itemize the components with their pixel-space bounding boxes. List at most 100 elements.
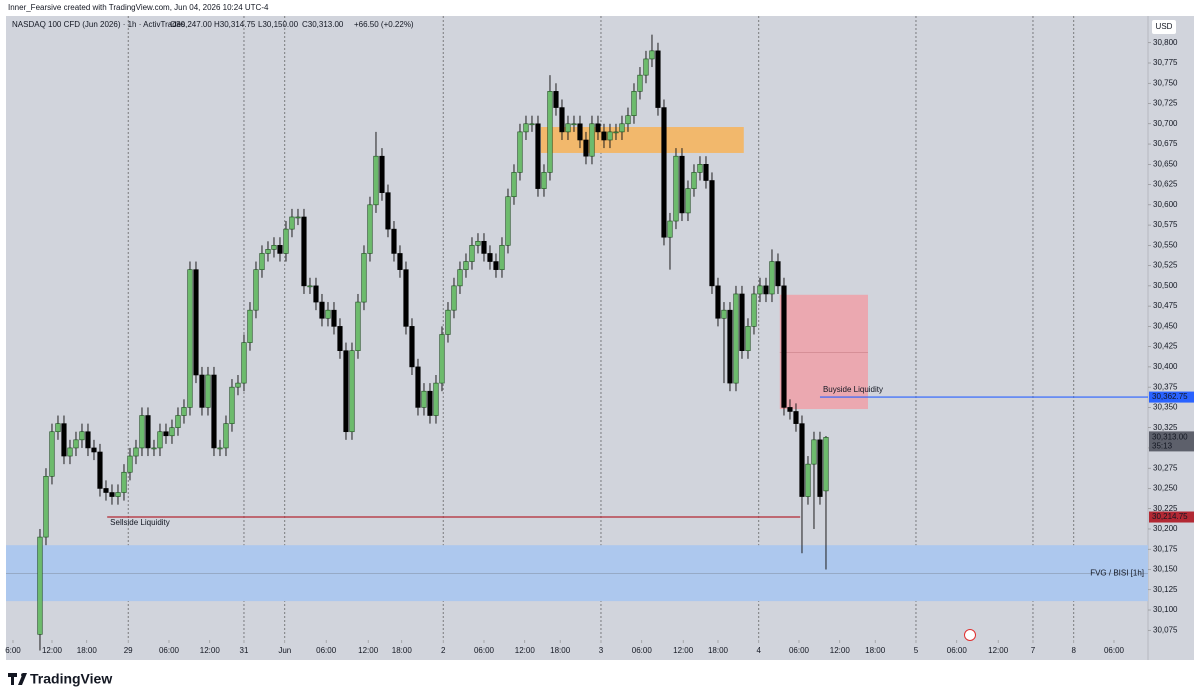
candle-body: [691, 172, 697, 189]
x-tick-label: 12:00: [358, 646, 379, 655]
candle-body: [295, 216, 301, 219]
candle-body: [91, 447, 97, 453]
candle-body: [49, 431, 55, 477]
candle-body: [493, 261, 499, 270]
candle-body: [679, 155, 685, 214]
price-tag-label: 30,214.75: [1152, 512, 1188, 521]
x-tick-label: 18:00: [392, 646, 413, 655]
candle-body: [721, 309, 727, 319]
candle-body: [109, 492, 115, 497]
candle-body: [229, 386, 235, 424]
candle-body: [133, 447, 139, 457]
candle-body: [43, 476, 49, 538]
candle-body: [541, 172, 547, 189]
y-tick-label: 30,775: [1153, 58, 1178, 67]
y-tick-label: 30,225: [1153, 504, 1178, 513]
candle-body: [673, 155, 679, 222]
candle-body: [649, 50, 655, 60]
candle-body: [607, 131, 613, 141]
candle-body: [253, 269, 259, 311]
y-tick-label: 30,325: [1153, 423, 1178, 432]
price-tag: [1149, 391, 1194, 403]
time-axis-bg: [6, 640, 1194, 660]
candle-body: [325, 309, 331, 319]
plot: FVG / BISI [1h]: [6, 16, 1148, 651]
candle-body: [187, 269, 193, 408]
candle-body: [523, 123, 529, 133]
candle-body: [121, 471, 127, 493]
candle-body: [535, 123, 541, 189]
candle-body: [301, 216, 307, 287]
y-tick-label: 30,750: [1153, 78, 1178, 87]
y-tick-label: 30,425: [1153, 342, 1178, 351]
y-tick-label: 30,175: [1153, 544, 1178, 553]
candle-body: [175, 415, 181, 428]
candle-body: [463, 261, 469, 270]
candle-body: [169, 427, 175, 437]
candle-body: [517, 131, 523, 173]
liquidity-label: Buyside Liquidity: [823, 385, 883, 394]
x-tick-label: 06:00: [159, 646, 180, 655]
candle-body: [601, 131, 607, 141]
x-tick-label: 8: [1072, 646, 1077, 655]
candle-body: [205, 374, 211, 408]
y-tick-label: 30,250: [1153, 484, 1178, 493]
y-tick-label: 30,400: [1153, 362, 1178, 371]
candle-body: [703, 164, 709, 181]
candle-body: [817, 439, 823, 497]
candle-body: [667, 220, 673, 238]
candle-body: [343, 350, 349, 433]
candle-body: [511, 172, 517, 198]
candle-body: [481, 240, 487, 254]
currency: USD: [1156, 22, 1173, 31]
y-tick-label: 30,450: [1153, 321, 1178, 330]
candle-body: [757, 285, 763, 295]
currency-box: [1152, 20, 1176, 34]
candle-body: [37, 536, 43, 635]
x-tick-label: 06:00: [632, 646, 653, 655]
y-tick-label: 30,550: [1153, 240, 1178, 249]
candle-body: [625, 115, 631, 125]
liquidity-label: Sellside Liquidity: [110, 518, 170, 527]
logo-mark: [8, 673, 27, 685]
x-tick-label: Jun: [278, 646, 291, 655]
candle-body: [589, 123, 595, 157]
candle-body: [427, 390, 433, 416]
x-tick-label: 7: [1031, 646, 1036, 655]
logo: TradingView: [8, 671, 112, 687]
candle-body: [331, 309, 337, 327]
candle-body: [397, 253, 403, 270]
candle-body: [571, 123, 577, 126]
candle-body: [469, 245, 475, 262]
ohlc-label: +66.50 (+0.22%): [354, 20, 414, 29]
candle-body: [361, 253, 367, 303]
candle-body: [67, 447, 73, 457]
candle-body: [487, 253, 493, 262]
candle-body: [553, 91, 559, 108]
candle-body: [793, 411, 799, 424]
candle-body: [211, 374, 217, 449]
x-tick-label: 3: [599, 646, 604, 655]
candle-body: [565, 123, 571, 133]
y-tick-label: 30,075: [1153, 625, 1178, 634]
y-tick-label: 30,800: [1153, 38, 1178, 47]
candle-body: [55, 423, 61, 433]
candle-body: [769, 261, 775, 295]
candle-body: [637, 74, 643, 92]
candle-body: [613, 131, 619, 134]
x-tick-label: 06:00: [1104, 646, 1125, 655]
y-tick-label: 30,200: [1153, 524, 1178, 533]
y-tick-label: 30,500: [1153, 281, 1178, 290]
ohlc-legend: O30,247.00 H30,314.75 L30,150.00 C30,313.00…: [170, 20, 414, 29]
candle-body: [697, 164, 703, 173]
candle-body: [145, 415, 151, 449]
candle-body: [61, 423, 67, 457]
candle-body: [529, 123, 535, 126]
candle-body: [163, 431, 169, 437]
candle-body: [259, 253, 265, 270]
y-tick-label: 30,100: [1153, 605, 1178, 614]
x-tick-label: 4: [757, 646, 762, 655]
candle-body: [709, 180, 715, 287]
x-tick-label: 29: [124, 646, 133, 655]
